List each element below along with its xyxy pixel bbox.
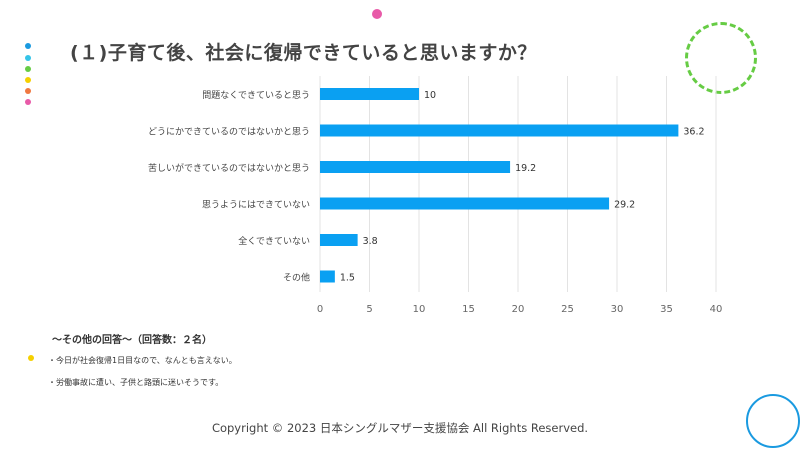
deco-dot (25, 99, 31, 105)
bar (320, 161, 511, 173)
x-tick-label: 35 (660, 304, 673, 315)
bar (320, 197, 610, 210)
copyright-notice: Copyright © 2023 日本シングルマザー支援協会 All Right… (211, 421, 589, 435)
bar-chart: 0 5 10 15 20 25 30 35 40 10 問題なくできていると思う 36.2 どうにかでき… (148, 76, 723, 315)
data-label: 19.2 (515, 163, 536, 174)
x-tick-label: 0 (317, 304, 323, 315)
bar (320, 124, 679, 137)
other-answer-item: ・労働事故に遭い、子供と路頭に迷いそうです。 (48, 378, 224, 387)
deco-dot (25, 77, 31, 83)
category-label: 問題なくできていると思う (202, 90, 310, 101)
bar (320, 88, 419, 100)
deco-dot (25, 66, 31, 72)
blue-ring-decoration (746, 394, 800, 448)
x-tick-label: 5 (366, 304, 372, 315)
category-label: その他 (283, 272, 310, 284)
category-label: どうにかできているのではないかと思う (148, 127, 310, 138)
page-title: (１)子育て後、社会に復帰できていると思いますか？ (70, 42, 537, 64)
bar (320, 270, 335, 283)
category-label: 苦しいができているのではないかと思う (148, 162, 310, 174)
x-tick-label: 15 (462, 304, 475, 315)
x-tick-label: 40 (710, 304, 723, 315)
data-label: 36.2 (683, 127, 704, 138)
top-pink-dot (372, 9, 382, 19)
data-label: 10 (424, 90, 436, 101)
category-label: 全くできていない (238, 235, 310, 247)
x-tick-label: 25 (561, 304, 574, 315)
deco-dot (25, 43, 31, 49)
other-answer-item: ・今日が社会復帰1日目なので、なんとも言えない。 (48, 356, 237, 365)
data-label: 3.8 (363, 236, 378, 247)
bullet-dot (28, 355, 34, 361)
bar (320, 234, 358, 246)
data-label: 1.5 (340, 273, 355, 284)
other-answers-heading: 〜その他の回答〜（回答数：２名） (52, 335, 212, 346)
deco-dot (25, 88, 31, 94)
category-label: 思うようにはできていない (202, 200, 310, 211)
data-label: 29.2 (614, 200, 635, 211)
x-tick-label: 10 (413, 304, 426, 315)
x-tick-label: 30 (611, 304, 624, 315)
deco-dot (25, 55, 31, 61)
x-tick-label: 20 (512, 304, 525, 315)
dashed-ring-decoration (685, 22, 757, 94)
